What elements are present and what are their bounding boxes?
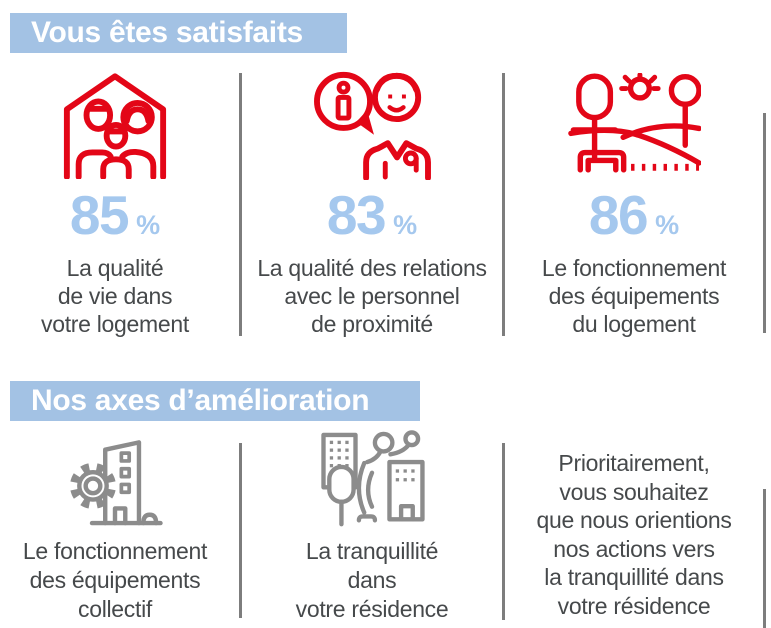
- priority-note: Prioritairement, vous souhaitez que nous…: [506, 444, 762, 620]
- percent-sign: %: [655, 210, 680, 240]
- improvement-collective-equipment: Le fonctionnement des équipements collec…: [2, 434, 228, 624]
- countryside-icon: [506, 64, 762, 184]
- info-person-icon: [243, 64, 501, 184]
- section-title: Vous êtes satisfaits: [31, 16, 303, 49]
- city-tranquility-icon: [243, 430, 501, 528]
- improvement-tranquility: La tranquillité dans votre résidence: [243, 430, 501, 624]
- section-header-ameliorations: Nos axes d’amélioration: [10, 381, 420, 421]
- percent-sign: %: [393, 210, 418, 240]
- stat-label: Le fonctionnement des équipements du log…: [541, 255, 727, 338]
- stat-label: La qualité des relations avec le personn…: [257, 255, 487, 338]
- column-divider: [502, 73, 505, 336]
- stat-number: 83: [326, 184, 387, 246]
- stat-equipment-operation: 86% Le fonctionnement des équipements du…: [506, 64, 762, 338]
- stat-percent: 85%: [2, 188, 228, 243]
- stat-staff-relations: 83% La qualité des relations avec le per…: [243, 64, 501, 338]
- percent-sign: %: [136, 210, 161, 240]
- column-divider: [763, 113, 766, 333]
- improvement-label: La tranquillité dans votre résidence: [295, 538, 449, 622]
- column-divider: [502, 443, 505, 620]
- stat-percent: 86%: [506, 188, 762, 243]
- stat-quality-of-life: 85% La qualité de vie dans votre logemen…: [2, 64, 228, 338]
- stat-number: 85: [69, 184, 130, 246]
- column-divider: [239, 443, 242, 618]
- gear-building-icon: [2, 434, 228, 528]
- section-title: Nos axes d’amélioration: [31, 384, 370, 417]
- stat-label: La qualité de vie dans votre logement: [41, 255, 189, 338]
- column-divider: [763, 489, 766, 628]
- family-house-icon: [2, 64, 228, 184]
- improvement-label: Le fonctionnement des équipements collec…: [22, 538, 208, 622]
- stat-number: 86: [588, 184, 649, 246]
- stat-percent: 83%: [243, 188, 501, 243]
- section-header-satisfaits: Vous êtes satisfaits: [10, 13, 347, 53]
- priority-note-text: Prioritairement, vous souhaitez que nous…: [536, 450, 732, 619]
- column-divider: [239, 73, 242, 336]
